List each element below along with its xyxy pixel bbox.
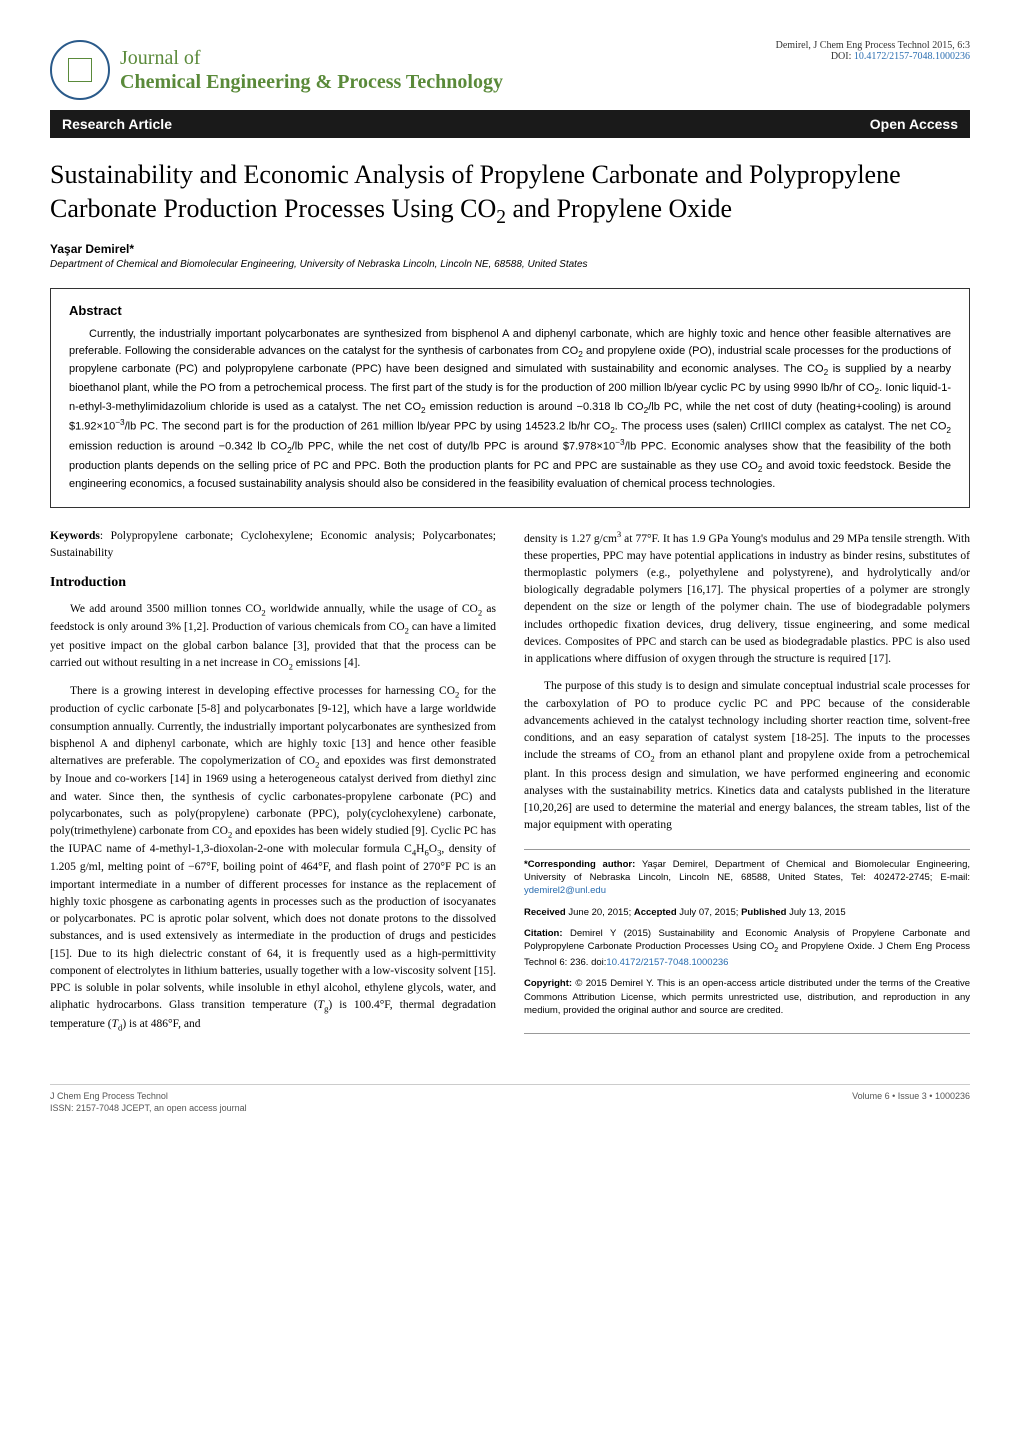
- article-type-banner: Research Article Open Access: [50, 110, 970, 138]
- keywords-label: Keywords: [50, 530, 100, 542]
- left-column: Keywords: Polypropylene carbonate; Cyclo…: [50, 528, 496, 1044]
- journal-brand: Journal of Chemical Engineering & Proces…: [50, 40, 503, 100]
- journal-logo: [50, 40, 110, 100]
- keywords-text: : Polypropylene carbonate; Cyclohexylene…: [50, 530, 496, 559]
- doi-label: DOI:: [831, 51, 852, 62]
- corresponding-author: *Corresponding author: Yaşar Demirel, De…: [524, 858, 970, 898]
- received-label: Received: [524, 907, 566, 918]
- page-footer: J Chem Eng Process Technol ISSN: 2157-70…: [50, 1084, 970, 1114]
- introduction-heading: Introduction: [50, 572, 496, 593]
- footer-issn: ISSN: 2157-7048 JCEPT, an open access jo…: [50, 1103, 247, 1115]
- citation-block: Citation: Demirel Y (2015) Sustainabilit…: [524, 927, 970, 969]
- abstract-box: Abstract Currently, the industrially imp…: [50, 288, 970, 507]
- intro-para-3: density is 1.27 g/cm3 at 77°F. It has 1.…: [524, 528, 970, 669]
- received-date: June 20, 2015;: [566, 907, 634, 918]
- journal-name-line2: Chemical Engineering & Process Technolog…: [120, 70, 503, 94]
- citation-doi-link[interactable]: 10.4172/2157-7048.1000236: [606, 957, 728, 968]
- footer-journal-abbrev: J Chem Eng Process Technol: [50, 1091, 247, 1103]
- header-citation: Demirel, J Chem Eng Process Technol 2015…: [776, 40, 970, 51]
- corresponding-email[interactable]: ydemirel2@unl.edu: [524, 885, 606, 896]
- abstract-text: Currently, the industrially important po…: [69, 326, 951, 492]
- author-name: Yaşar Demirel*: [50, 242, 970, 256]
- article-info-box: *Corresponding author: Yaşar Demirel, De…: [524, 849, 970, 1035]
- citation-text: Demirel Y (2015) Sustainability and Econ…: [524, 928, 970, 968]
- open-access-label: Open Access: [870, 116, 958, 132]
- keywords-line: Keywords: Polypropylene carbonate; Cyclo…: [50, 528, 496, 563]
- accepted-date: July 07, 2015;: [677, 907, 741, 918]
- header-citation-block: Demirel, J Chem Eng Process Technol 2015…: [776, 40, 970, 62]
- intro-para-1: We add around 3500 million tonnes CO2 wo…: [50, 601, 496, 673]
- copyright-block: Copyright: © 2015 Demirel Y. This is an …: [524, 977, 970, 1017]
- corresponding-label: *Corresponding author:: [524, 859, 635, 870]
- journal-name: Journal of Chemical Engineering & Proces…: [120, 46, 503, 94]
- footer-volume: Volume 6 • Issue 3 • 1000236: [852, 1091, 970, 1114]
- abstract-heading: Abstract: [69, 303, 951, 318]
- citation-label: Citation:: [524, 928, 563, 939]
- body-columns: Keywords: Polypropylene carbonate; Cyclo…: [50, 528, 970, 1044]
- author-affiliation: Department of Chemical and Biomolecular …: [50, 259, 970, 270]
- article-title: Sustainability and Economic Analysis of …: [50, 158, 970, 230]
- journal-name-line1: Journal of: [120, 46, 503, 70]
- article-type: Research Article: [62, 116, 172, 132]
- right-column: density is 1.27 g/cm3 at 77°F. It has 1.…: [524, 528, 970, 1044]
- article-dates: Received June 20, 2015; Accepted July 07…: [524, 906, 970, 919]
- doi-link[interactable]: 10.4172/2157-7048.1000236: [854, 51, 970, 62]
- published-label: Published: [741, 907, 786, 918]
- intro-para-2: There is a growing interest in developin…: [50, 683, 496, 1034]
- accepted-label: Accepted: [634, 907, 677, 918]
- page-header: Journal of Chemical Engineering & Proces…: [50, 40, 970, 100]
- copyright-label: Copyright:: [524, 978, 572, 989]
- footer-left: J Chem Eng Process Technol ISSN: 2157-70…: [50, 1091, 247, 1114]
- copyright-text: © 2015 Demirel Y. This is an open-access…: [524, 978, 970, 1016]
- intro-para-4: The purpose of this study is to design a…: [524, 678, 970, 834]
- published-date: July 13, 2015: [786, 907, 845, 918]
